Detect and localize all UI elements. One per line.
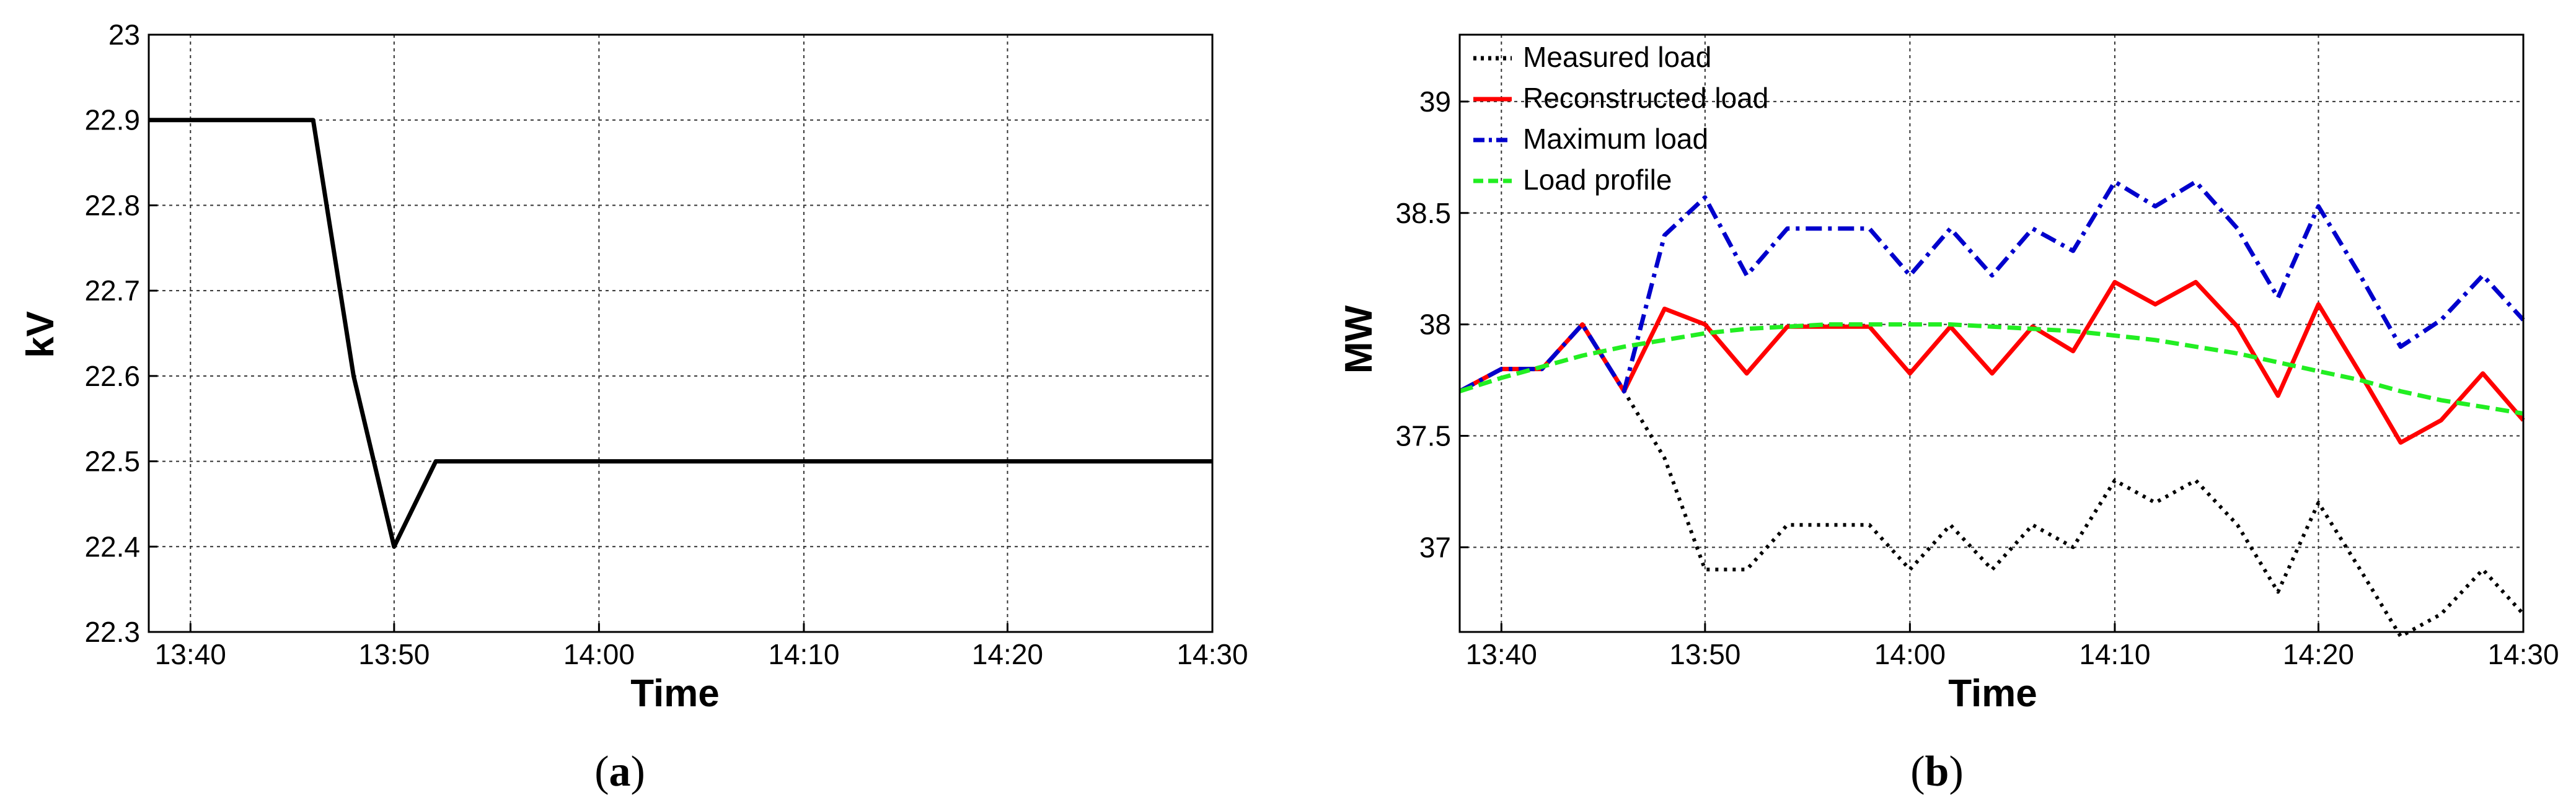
x-tick-label: 14:30: [1176, 638, 1248, 670]
x-tick-label: 13:40: [1466, 638, 1537, 670]
x-tick-label: 14:10: [768, 638, 839, 670]
x-tick-label: 14:00: [563, 638, 635, 670]
y-tick-label: 38: [1419, 309, 1451, 341]
panel-b-plot-frame: [1458, 33, 2525, 633]
y-tick-label: 22.9: [84, 104, 140, 136]
series-line-measured: [1458, 322, 2525, 639]
legend-label-measured: Measured load: [1523, 41, 1711, 73]
x-tick-label: 14:20: [972, 638, 1043, 670]
panel-b-grid: [1460, 35, 2525, 632]
panel-b-caption: (b): [1910, 748, 1964, 796]
panel-a-tick-labels: 13:40 13:50 14:00 14:10 14:20 14:30 22.3 22.4 22…: [84, 19, 1248, 670]
series-line-voltage: [149, 118, 1212, 549]
y-tick-label: 22.8: [84, 189, 140, 221]
y-tick-label: 39: [1419, 85, 1451, 118]
y-tick-label: 22.7: [84, 274, 140, 307]
series-line-profile: [1458, 322, 2524, 416]
y-tick-label: 22.4: [84, 530, 140, 563]
x-tick-label: 13:50: [1669, 638, 1740, 670]
series-line-reconstructed: [1458, 279, 2525, 445]
panel-a-x-axis-label: Time: [630, 672, 720, 715]
legend-label-reconstructed: Reconstructed load: [1523, 82, 1768, 114]
panel-b-y-axis-label: MW: [1338, 305, 1380, 374]
panel-a-plot-frame: [148, 33, 1214, 633]
panel-a-y-axis-label: kV: [19, 311, 62, 358]
x-tick-label: 13:40: [155, 638, 226, 670]
y-tick-label: 22.3: [84, 616, 140, 648]
panel-b-tick-labels: 13:40 13:50 14:00 14:10 14:20 14:30 37 37.5 38 38…: [1395, 85, 2559, 670]
panel-b-x-axis-label: Time: [1948, 672, 2037, 715]
y-tick-label: 22.5: [84, 445, 140, 478]
x-tick-label: 14:20: [2283, 638, 2354, 670]
panel-a-caption: (a): [594, 748, 645, 796]
x-tick-label: 14:10: [2079, 638, 2150, 670]
x-tick-label: 14:30: [2487, 638, 2559, 670]
y-tick-label: 23: [108, 19, 140, 51]
panel-b-legend: Measured load Reconstructed load Maximum l…: [1473, 41, 1768, 196]
y-tick-label: 37: [1419, 531, 1451, 563]
legend-label-profile: Load profile: [1523, 164, 1672, 196]
legend-label-maximum: Maximum load: [1523, 123, 1708, 155]
x-tick-label: 13:50: [358, 638, 430, 670]
y-tick-label: 22.6: [84, 360, 140, 392]
y-tick-label: 37.5: [1395, 419, 1451, 452]
y-tick-label: 38.5: [1395, 197, 1451, 229]
panel-a-grid: [149, 33, 1214, 633]
panel-b-series: [1458, 179, 2525, 639]
panel-b-load-chart: 13:40 13:50 14:00 14:10 14:20 14:30 37 37.5 38 38…: [1338, 33, 2559, 796]
series-line-maximum: [1458, 179, 2525, 393]
panel-a-voltage-chart: 13:40 13:50 14:00 14:10 14:20 14:30 22.3 22.4 22…: [19, 19, 1248, 796]
x-tick-label: 14:00: [1874, 638, 1946, 670]
panel-a-series: [149, 118, 1212, 549]
